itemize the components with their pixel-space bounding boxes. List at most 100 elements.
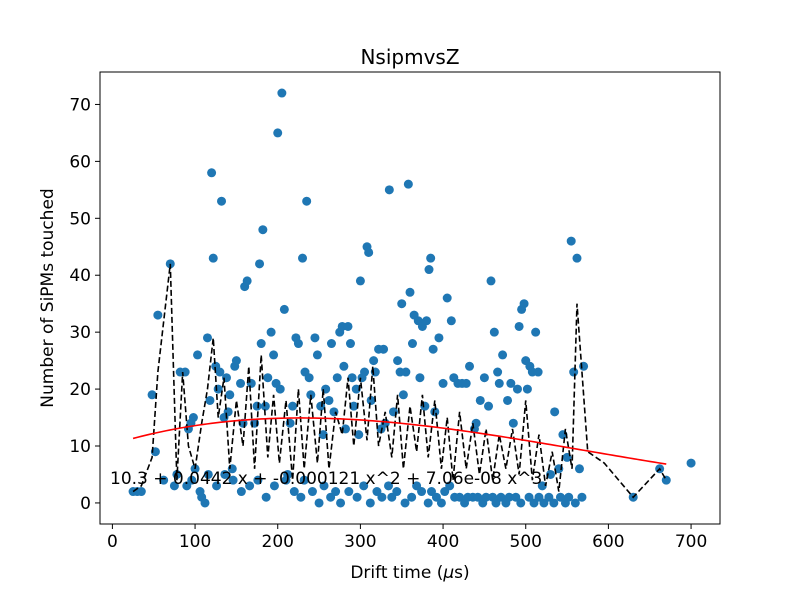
scatter-point — [407, 492, 417, 502]
scatter-point — [365, 498, 375, 508]
scatter-point — [442, 293, 452, 303]
profile-dashed-line — [132, 263, 667, 499]
scatter-point — [415, 373, 425, 383]
x-tick-label: 300 — [344, 532, 376, 552]
scatter-point — [424, 265, 434, 275]
scatter-point — [445, 481, 455, 491]
scatter-point — [242, 276, 252, 286]
scatter-point — [228, 475, 238, 485]
scatter-point — [546, 469, 556, 479]
scatter-point — [494, 378, 504, 388]
scatter-point — [202, 333, 212, 343]
scatter-point — [422, 316, 432, 326]
scatter-point — [289, 487, 299, 497]
scatter-point — [293, 339, 303, 349]
scatter-point — [260, 401, 270, 411]
scatter-point — [256, 339, 266, 349]
scatter-point — [225, 390, 235, 400]
scatter-point — [277, 88, 287, 98]
y-tick-label: 0 — [80, 494, 91, 514]
scatter-point — [354, 430, 364, 440]
scatter-point — [403, 179, 413, 189]
scatter-point — [217, 196, 227, 206]
scatter-point — [405, 287, 415, 297]
scatter-point — [273, 128, 283, 138]
scatter-point — [398, 390, 408, 400]
scatter-point — [359, 481, 369, 491]
y-tick-label: 30 — [69, 323, 91, 343]
scatter-point — [400, 498, 410, 508]
scatter-point — [326, 339, 336, 349]
scatter-point — [393, 356, 403, 366]
scatter-point — [503, 395, 513, 405]
scatter-point — [549, 498, 559, 508]
scatter-point — [566, 236, 576, 246]
scatter-point — [366, 395, 376, 405]
y-tick-label: 10 — [69, 437, 91, 457]
scatter-point — [360, 367, 370, 377]
scatter-point — [423, 498, 433, 508]
scatter-point — [401, 367, 411, 377]
scatter-point — [319, 481, 329, 491]
scatter-point — [574, 464, 584, 474]
scatter-point — [263, 373, 273, 383]
plot-area — [128, 88, 696, 508]
x-axis-label: Drift time (μs) — [350, 563, 469, 583]
scatter-point — [493, 367, 503, 377]
scatter-point — [231, 356, 241, 366]
scatter-point — [564, 492, 574, 502]
scatter-point — [324, 395, 334, 405]
x-tick-label: 200 — [262, 532, 294, 552]
scatter-point — [428, 344, 438, 354]
x-tick-label: 600 — [592, 532, 624, 552]
scatter-point — [519, 299, 529, 309]
x-tick-label: 700 — [675, 532, 707, 552]
scatter-point — [269, 350, 279, 360]
scatter-point — [481, 492, 491, 502]
scatter-point — [475, 395, 485, 405]
scatter-point — [438, 378, 448, 388]
scatter-point — [380, 418, 390, 428]
scatter-point — [205, 395, 215, 405]
y-tick-label: 20 — [69, 380, 91, 400]
scatter-point — [351, 384, 361, 394]
scatter-point — [461, 378, 471, 388]
scatter-point — [446, 316, 456, 326]
scatter-point — [269, 481, 279, 491]
scatter-point — [266, 327, 276, 337]
scatter-point — [187, 475, 197, 485]
scatter-point — [208, 253, 218, 263]
scatter-point — [296, 492, 306, 502]
scatter-point — [384, 481, 394, 491]
scatter-point — [344, 487, 354, 497]
scatter-point — [302, 196, 312, 206]
scatter-point — [508, 418, 518, 428]
scatter-point — [207, 168, 217, 178]
scatter-point — [434, 333, 444, 343]
scatter-point — [258, 225, 268, 235]
scatter-point — [426, 253, 436, 263]
scatter-point — [339, 361, 349, 371]
scatter-point — [195, 487, 205, 497]
scatter-point — [220, 469, 230, 479]
scatter-point — [336, 498, 346, 508]
y-tick-label: 50 — [69, 209, 91, 229]
scatter-point — [310, 333, 320, 343]
scatter-point — [384, 185, 394, 195]
y-tick-label: 40 — [69, 266, 91, 286]
fit-curve — [132, 417, 667, 465]
scatter-point — [522, 384, 532, 394]
scatter-point — [245, 481, 255, 491]
scatter-point — [318, 430, 328, 440]
scatter-point — [516, 498, 526, 508]
scatter-point — [686, 458, 696, 468]
scatter-point — [281, 475, 291, 485]
scatter-point — [147, 390, 157, 400]
scatter-point — [223, 407, 233, 417]
scatter-point — [570, 498, 580, 508]
scatter-point — [379, 344, 389, 354]
scatter-point — [514, 321, 524, 331]
fit-equation-label: 10.3 + 0.0442 x + -0.000121 x^2 + 7.06e-… — [110, 469, 542, 489]
y-axis: 0 10 20 30 40 50 60 70 — [69, 95, 100, 514]
scatter-point — [345, 339, 355, 349]
